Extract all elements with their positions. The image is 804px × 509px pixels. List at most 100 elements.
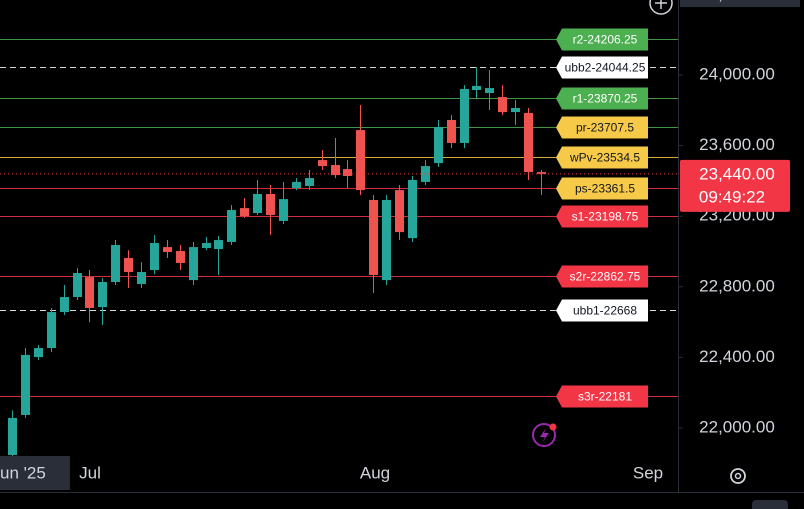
candle-body bbox=[524, 112, 533, 173]
level-label: r1-23870.25 bbox=[556, 87, 648, 110]
level-label-bg bbox=[556, 56, 648, 79]
candle-body bbox=[98, 282, 107, 308]
level-label-bg bbox=[556, 28, 648, 51]
candle-body bbox=[176, 250, 185, 263]
level-label: ubb1-22668 bbox=[556, 299, 648, 322]
y-tick-label: 22,000.00 bbox=[699, 417, 775, 436]
y-tick-label: 24,000.00 bbox=[699, 64, 775, 83]
candle-body bbox=[472, 85, 481, 91]
candle-body bbox=[253, 193, 262, 214]
notification-dot bbox=[549, 423, 557, 431]
level-label: s2r-22862.75 bbox=[556, 265, 648, 288]
gear-center bbox=[734, 472, 742, 480]
candle-body bbox=[214, 240, 223, 250]
level-label-text: pr-23707.5 bbox=[576, 121, 634, 135]
level-label-text: s3r-22181 bbox=[578, 390, 632, 404]
candle-body bbox=[8, 417, 17, 455]
lightning-icon bbox=[540, 428, 549, 443]
level-label-bg bbox=[556, 265, 648, 288]
candle-body bbox=[369, 199, 378, 275]
candle-body bbox=[111, 244, 120, 283]
settings-button[interactable] bbox=[730, 468, 746, 484]
candle-body bbox=[85, 277, 94, 308]
candle-body bbox=[382, 199, 391, 281]
lightning-ring bbox=[532, 423, 556, 447]
countdown: 09:49:22 bbox=[699, 187, 765, 206]
candle-body bbox=[356, 130, 365, 191]
candle-body bbox=[34, 348, 43, 358]
candle-body bbox=[318, 160, 327, 167]
gear-icon bbox=[730, 468, 746, 484]
level-label-bg bbox=[556, 385, 648, 408]
level-label-text: ubb1-22668 bbox=[573, 304, 637, 318]
x-tick-label: Jul bbox=[79, 463, 101, 482]
candle-body bbox=[60, 297, 69, 313]
candle-body bbox=[511, 108, 520, 113]
lightning-button[interactable] bbox=[532, 423, 557, 447]
candle-body bbox=[395, 190, 404, 233]
y-tick-label: 22,800.00 bbox=[699, 276, 775, 295]
level-label: s1-23198.75 bbox=[556, 205, 648, 228]
x-label-bg bbox=[0, 456, 70, 490]
current-price-label: 23,440.00 bbox=[699, 164, 775, 183]
candle-body bbox=[279, 199, 288, 221]
level-label-bg bbox=[556, 116, 648, 139]
candle-body bbox=[21, 354, 30, 415]
level-label-text: wPv-23534.5 bbox=[569, 151, 640, 165]
candle-body bbox=[266, 193, 275, 215]
candle-body bbox=[305, 178, 314, 187]
candle-body bbox=[343, 169, 352, 176]
candle-body bbox=[137, 271, 146, 284]
candle-body bbox=[227, 210, 236, 242]
price-axis: 24,441.7522,000.0022,400.0022,800.0023,2… bbox=[678, 0, 800, 436]
level-label: ps-23361.5 bbox=[556, 177, 648, 200]
level-label: pr-23707.5 bbox=[556, 116, 648, 139]
plot-area: r2-24206.25 ubb2-24044.25 r1-23870.25 pr-23… bbox=[0, 28, 678, 458]
level-label-text: s1-23198.75 bbox=[572, 210, 639, 224]
candle-body bbox=[408, 180, 417, 239]
price-label-bg bbox=[680, 0, 800, 8]
level-label: s3r-22181 bbox=[556, 385, 648, 408]
x-tick-label: Aug bbox=[360, 463, 390, 482]
candle-body bbox=[447, 120, 456, 143]
level-label: r2-24206.25 bbox=[556, 28, 648, 51]
candle-body bbox=[537, 172, 546, 174]
candle-body bbox=[498, 97, 507, 113]
y-tick-label: 23,600.00 bbox=[699, 135, 775, 154]
x-tick-label: Sep bbox=[633, 463, 663, 482]
candle-body bbox=[460, 88, 469, 143]
level-label-bg bbox=[556, 205, 648, 228]
scroll-button[interactable] bbox=[752, 500, 788, 509]
candle-body bbox=[47, 312, 56, 349]
candle-body bbox=[434, 127, 443, 164]
level-label-bg bbox=[556, 146, 648, 169]
level-label-bg bbox=[556, 87, 648, 110]
level-label-text: r1-23870.25 bbox=[573, 92, 638, 106]
y-tick-label: 22,400.00 bbox=[699, 347, 775, 366]
level-label-text: s2r-22862.75 bbox=[570, 270, 641, 284]
candle-body bbox=[150, 243, 159, 271]
candle-body bbox=[331, 165, 340, 176]
add-button[interactable] bbox=[649, 0, 673, 15]
candle-body bbox=[485, 88, 494, 94]
level-label: wPv-23534.5 bbox=[556, 146, 648, 169]
level-label-text: r2-24206.25 bbox=[573, 33, 638, 47]
level-label: ubb2-24044.25 bbox=[556, 56, 648, 79]
level-label-bg bbox=[556, 299, 648, 322]
level-label-text: ubb2-24044.25 bbox=[565, 61, 646, 75]
price-label: 24,441.75 bbox=[699, 0, 775, 4]
current-price-box bbox=[680, 159, 790, 212]
candle-body bbox=[189, 247, 198, 281]
candle-body bbox=[240, 208, 249, 217]
candle-body bbox=[421, 166, 430, 182]
candle-body bbox=[73, 273, 82, 298]
level-label-text: ps-23361.5 bbox=[575, 182, 635, 196]
candle-body bbox=[163, 247, 172, 253]
level-label-bg bbox=[556, 177, 648, 200]
candle-body bbox=[124, 258, 133, 272]
candle-body bbox=[202, 243, 211, 248]
candle-body bbox=[292, 181, 301, 188]
